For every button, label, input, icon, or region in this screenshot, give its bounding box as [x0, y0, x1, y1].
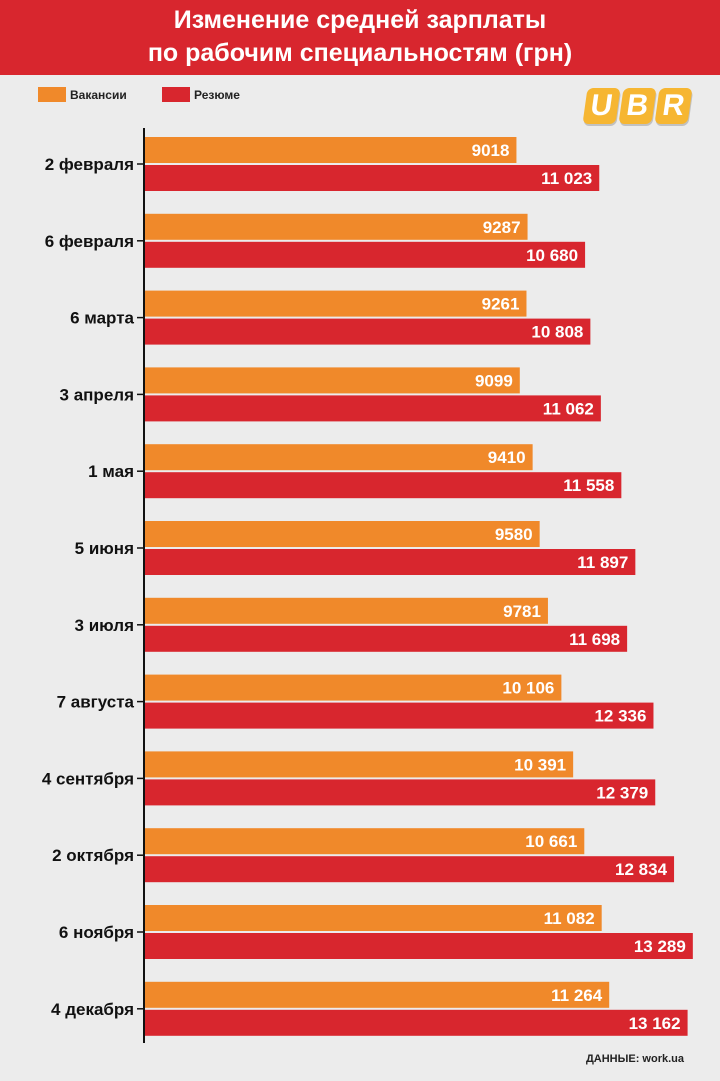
category-label: 4 сентября: [42, 769, 134, 788]
bar-vacancies: [144, 597, 548, 624]
bar-vacancies: [144, 367, 520, 394]
bar-vacancies: [144, 444, 533, 471]
category-label: 6 марта: [70, 309, 134, 328]
data-label-vacancies: 11 264: [551, 986, 603, 1005]
data-label-resumes: 12 834: [615, 860, 668, 879]
data-label-vacancies: 11 082: [544, 909, 595, 928]
data-label-resumes: 11 558: [563, 476, 614, 495]
category-label: 2 февраля: [45, 155, 134, 174]
bar-vacancies: [144, 137, 517, 163]
data-label-resumes: 11 023: [541, 169, 592, 188]
category-label: 4 декабря: [51, 1000, 134, 1019]
data-label-resumes: 10 680: [526, 246, 578, 265]
category-label: 5 июня: [75, 539, 134, 558]
bar-resumes: [144, 933, 693, 959]
data-label-vacancies: 9781: [503, 602, 541, 621]
source-note: ДАННЫЕ: work.ua: [585, 1053, 684, 1065]
bar-vacancies: [144, 828, 585, 855]
bar-resumes: [144, 472, 622, 499]
data-label-vacancies: 9580: [495, 525, 533, 544]
bar-vacancies: [144, 290, 527, 317]
data-label-resumes: 11 062: [543, 399, 594, 418]
data-label-resumes: 13 162: [629, 1014, 681, 1033]
category-label: 7 августа: [57, 693, 135, 712]
data-label-vacancies: 9099: [475, 371, 513, 390]
data-label-vacancies: 9287: [483, 218, 521, 237]
category-label: 6 ноября: [59, 923, 134, 942]
legend-swatch-vacancies: [38, 87, 66, 102]
bar-resumes: [144, 1009, 688, 1036]
data-label-vacancies: 9018: [472, 141, 510, 160]
data-label-vacancies: 10 106: [502, 679, 554, 698]
data-label-resumes: 13 289: [634, 937, 686, 956]
bar-resumes: [144, 702, 654, 729]
bar-resumes: [144, 625, 628, 652]
bar-resumes: [144, 241, 586, 268]
legend-label-vacancies: Вакансии: [70, 88, 127, 102]
bar-vacancies: [144, 981, 610, 1008]
data-label-resumes: 12 379: [596, 783, 648, 802]
data-label-resumes: 10 808: [531, 323, 583, 342]
data-label-resumes: 12 336: [594, 707, 646, 726]
bar-resumes: [144, 779, 656, 806]
data-label-vacancies: 9410: [488, 448, 526, 467]
category-label: 2 октября: [52, 846, 134, 865]
legend-swatch-resumes: [162, 87, 190, 102]
bar-resumes: [144, 318, 591, 345]
category-label: 1 мая: [88, 462, 134, 481]
bar-resumes: [144, 549, 636, 575]
bar-vacancies: [144, 521, 540, 547]
title-banner: Изменение средней зарплаты по рабочим сп…: [0, 0, 720, 75]
bar-vacancies: [144, 905, 602, 931]
data-label-resumes: 11 698: [569, 630, 620, 649]
bar-resumes: [144, 395, 601, 422]
bar-vacancies: [144, 213, 528, 240]
bar-resumes: [144, 165, 600, 191]
data-label-vacancies: 9261: [482, 295, 520, 314]
title-line-1: Изменение средней зарплаты: [173, 6, 547, 34]
data-label-vacancies: 10 661: [525, 832, 577, 851]
category-label: 3 апреля: [60, 385, 134, 404]
bar-resumes: [144, 856, 675, 883]
data-label-resumes: 11 897: [577, 553, 628, 572]
legend-label-resumes: Резюме: [194, 88, 240, 102]
category-label: 6 февраля: [45, 232, 134, 251]
data-label-vacancies: 10 391: [514, 755, 566, 774]
bar-vacancies: [144, 751, 574, 778]
title-line-2: по рабочим специальностям (грн): [147, 39, 573, 67]
category-label: 3 июля: [75, 616, 134, 635]
bar-vacancies: [144, 674, 562, 701]
